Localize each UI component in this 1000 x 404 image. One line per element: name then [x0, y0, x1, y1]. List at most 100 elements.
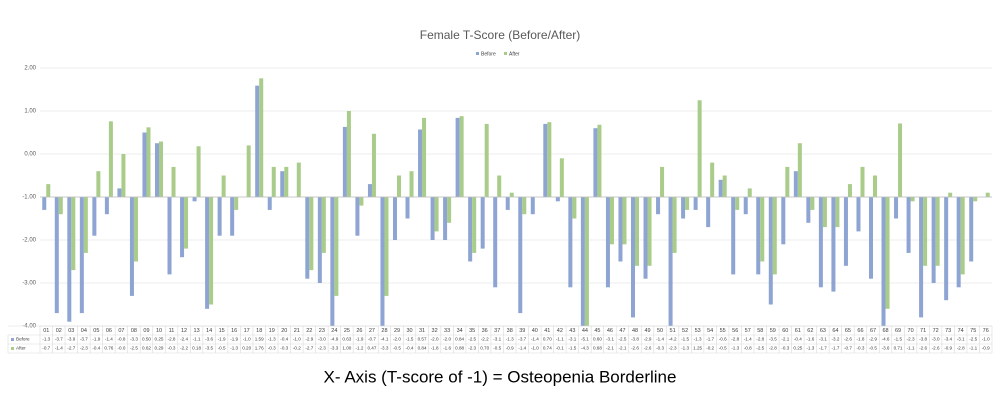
- bar: [380, 197, 385, 326]
- bar: [772, 197, 777, 275]
- y-tick-label: -4.00: [22, 324, 36, 330]
- x-tick-label: 47: [619, 328, 625, 334]
- data-label: 0.74: [543, 346, 552, 351]
- bar: [656, 197, 661, 215]
- data-label: -4.3: [581, 346, 589, 351]
- data-label: -2.5: [756, 346, 764, 351]
- bar: [342, 126, 347, 197]
- bar: [171, 166, 176, 197]
- data-label: -0.4: [406, 346, 414, 351]
- bar: [142, 132, 147, 197]
- data-label: -1.2: [355, 346, 363, 351]
- caption: X- Axis (T-score of -1) = Osteopenia Bor…: [324, 367, 677, 386]
- bar: [459, 116, 464, 197]
- x-tick-label: 06: [106, 328, 112, 334]
- data-label: -1.3: [506, 337, 514, 342]
- bar: [334, 197, 339, 296]
- bars: [42, 78, 990, 326]
- data-label: -0.9: [944, 346, 952, 351]
- bar: [910, 197, 915, 202]
- x-tick-label: 72: [933, 328, 939, 334]
- bar: [768, 197, 773, 305]
- data-label: -2.6: [631, 346, 639, 351]
- x-tick-label: 58: [757, 328, 763, 334]
- data-label: -2.0: [393, 337, 401, 342]
- x-tick-label: 70: [908, 328, 914, 334]
- bar: [760, 197, 765, 262]
- bar: [384, 197, 389, 296]
- data-label: -0.4: [794, 337, 802, 342]
- bar: [898, 123, 903, 197]
- data-label: -3.2: [831, 337, 839, 342]
- data-label: -0.7: [844, 346, 852, 351]
- bar: [196, 146, 201, 197]
- data-label: -3.1: [568, 337, 576, 342]
- y-tick-label: 2.00: [24, 66, 36, 72]
- bar: [881, 197, 886, 326]
- bar: [944, 197, 949, 301]
- data-label: -3.3: [330, 346, 338, 351]
- bar: [205, 197, 210, 309]
- bar: [710, 162, 715, 197]
- data-label: -3.1: [493, 337, 501, 342]
- data-label: -3.5: [769, 337, 777, 342]
- x-tick-label: 74: [958, 328, 964, 334]
- data-label: -2.8: [957, 346, 965, 351]
- data-label: -4.1: [381, 337, 389, 342]
- legend-swatch: [476, 52, 479, 55]
- x-tick-label: 19: [269, 328, 275, 334]
- x-tick-label: 40: [532, 328, 538, 334]
- legend-label: After: [509, 51, 520, 57]
- bar: [359, 197, 364, 206]
- bar: [321, 197, 326, 253]
- data-label: -1.6: [443, 346, 451, 351]
- chart-title: Female T-Score (Before/After): [420, 28, 581, 42]
- bar: [108, 121, 113, 197]
- bar: [969, 197, 974, 262]
- data-label: -0.3: [168, 346, 176, 351]
- bar: [397, 175, 402, 197]
- data-label: -0.4: [92, 346, 100, 351]
- x-tick-label: 60: [782, 328, 788, 334]
- bar: [234, 197, 239, 210]
- y-tick-label: 0.00: [24, 152, 36, 158]
- bar: [685, 197, 690, 210]
- data-label: -1.7: [831, 346, 839, 351]
- data-label: -0.3: [656, 346, 664, 351]
- bar: [793, 171, 798, 197]
- bar: [54, 197, 59, 314]
- bar: [522, 197, 527, 215]
- bar: [409, 171, 414, 197]
- data-label: -4.9: [330, 337, 338, 342]
- data-label: -2.4: [180, 337, 188, 342]
- data-label: 0.29: [155, 346, 164, 351]
- bar: [430, 197, 435, 240]
- bar: [681, 197, 686, 219]
- bar: [405, 197, 410, 219]
- data-label: -1.4: [656, 337, 664, 342]
- bar: [146, 127, 151, 197]
- data-label: -2.0: [431, 337, 439, 342]
- data-label: -2.9: [305, 337, 313, 342]
- bar: [255, 85, 260, 197]
- data-label: -1.4: [55, 346, 63, 351]
- data-label: -2.7: [305, 346, 313, 351]
- data-label: -1.4: [105, 337, 113, 342]
- data-label: -0.3: [280, 346, 288, 351]
- data-label: -2.3: [669, 346, 677, 351]
- x-tick-label: 21: [294, 328, 300, 334]
- bar: [493, 197, 498, 288]
- bar: [330, 197, 335, 326]
- data-label: -0.5: [393, 346, 401, 351]
- data-label: 0.25: [793, 346, 802, 351]
- x-tick-label: 59: [770, 328, 776, 334]
- bar: [117, 188, 122, 197]
- data-label: -0.5: [869, 346, 877, 351]
- x-tick-label: 28: [381, 328, 387, 334]
- bar: [605, 197, 610, 288]
- data-label: -2.1: [781, 337, 789, 342]
- x-tick-label: 13: [194, 328, 200, 334]
- y-tick-label: -3.00: [22, 281, 36, 287]
- x-tick-label: 36: [482, 328, 488, 334]
- data-label: -3.3: [130, 337, 138, 342]
